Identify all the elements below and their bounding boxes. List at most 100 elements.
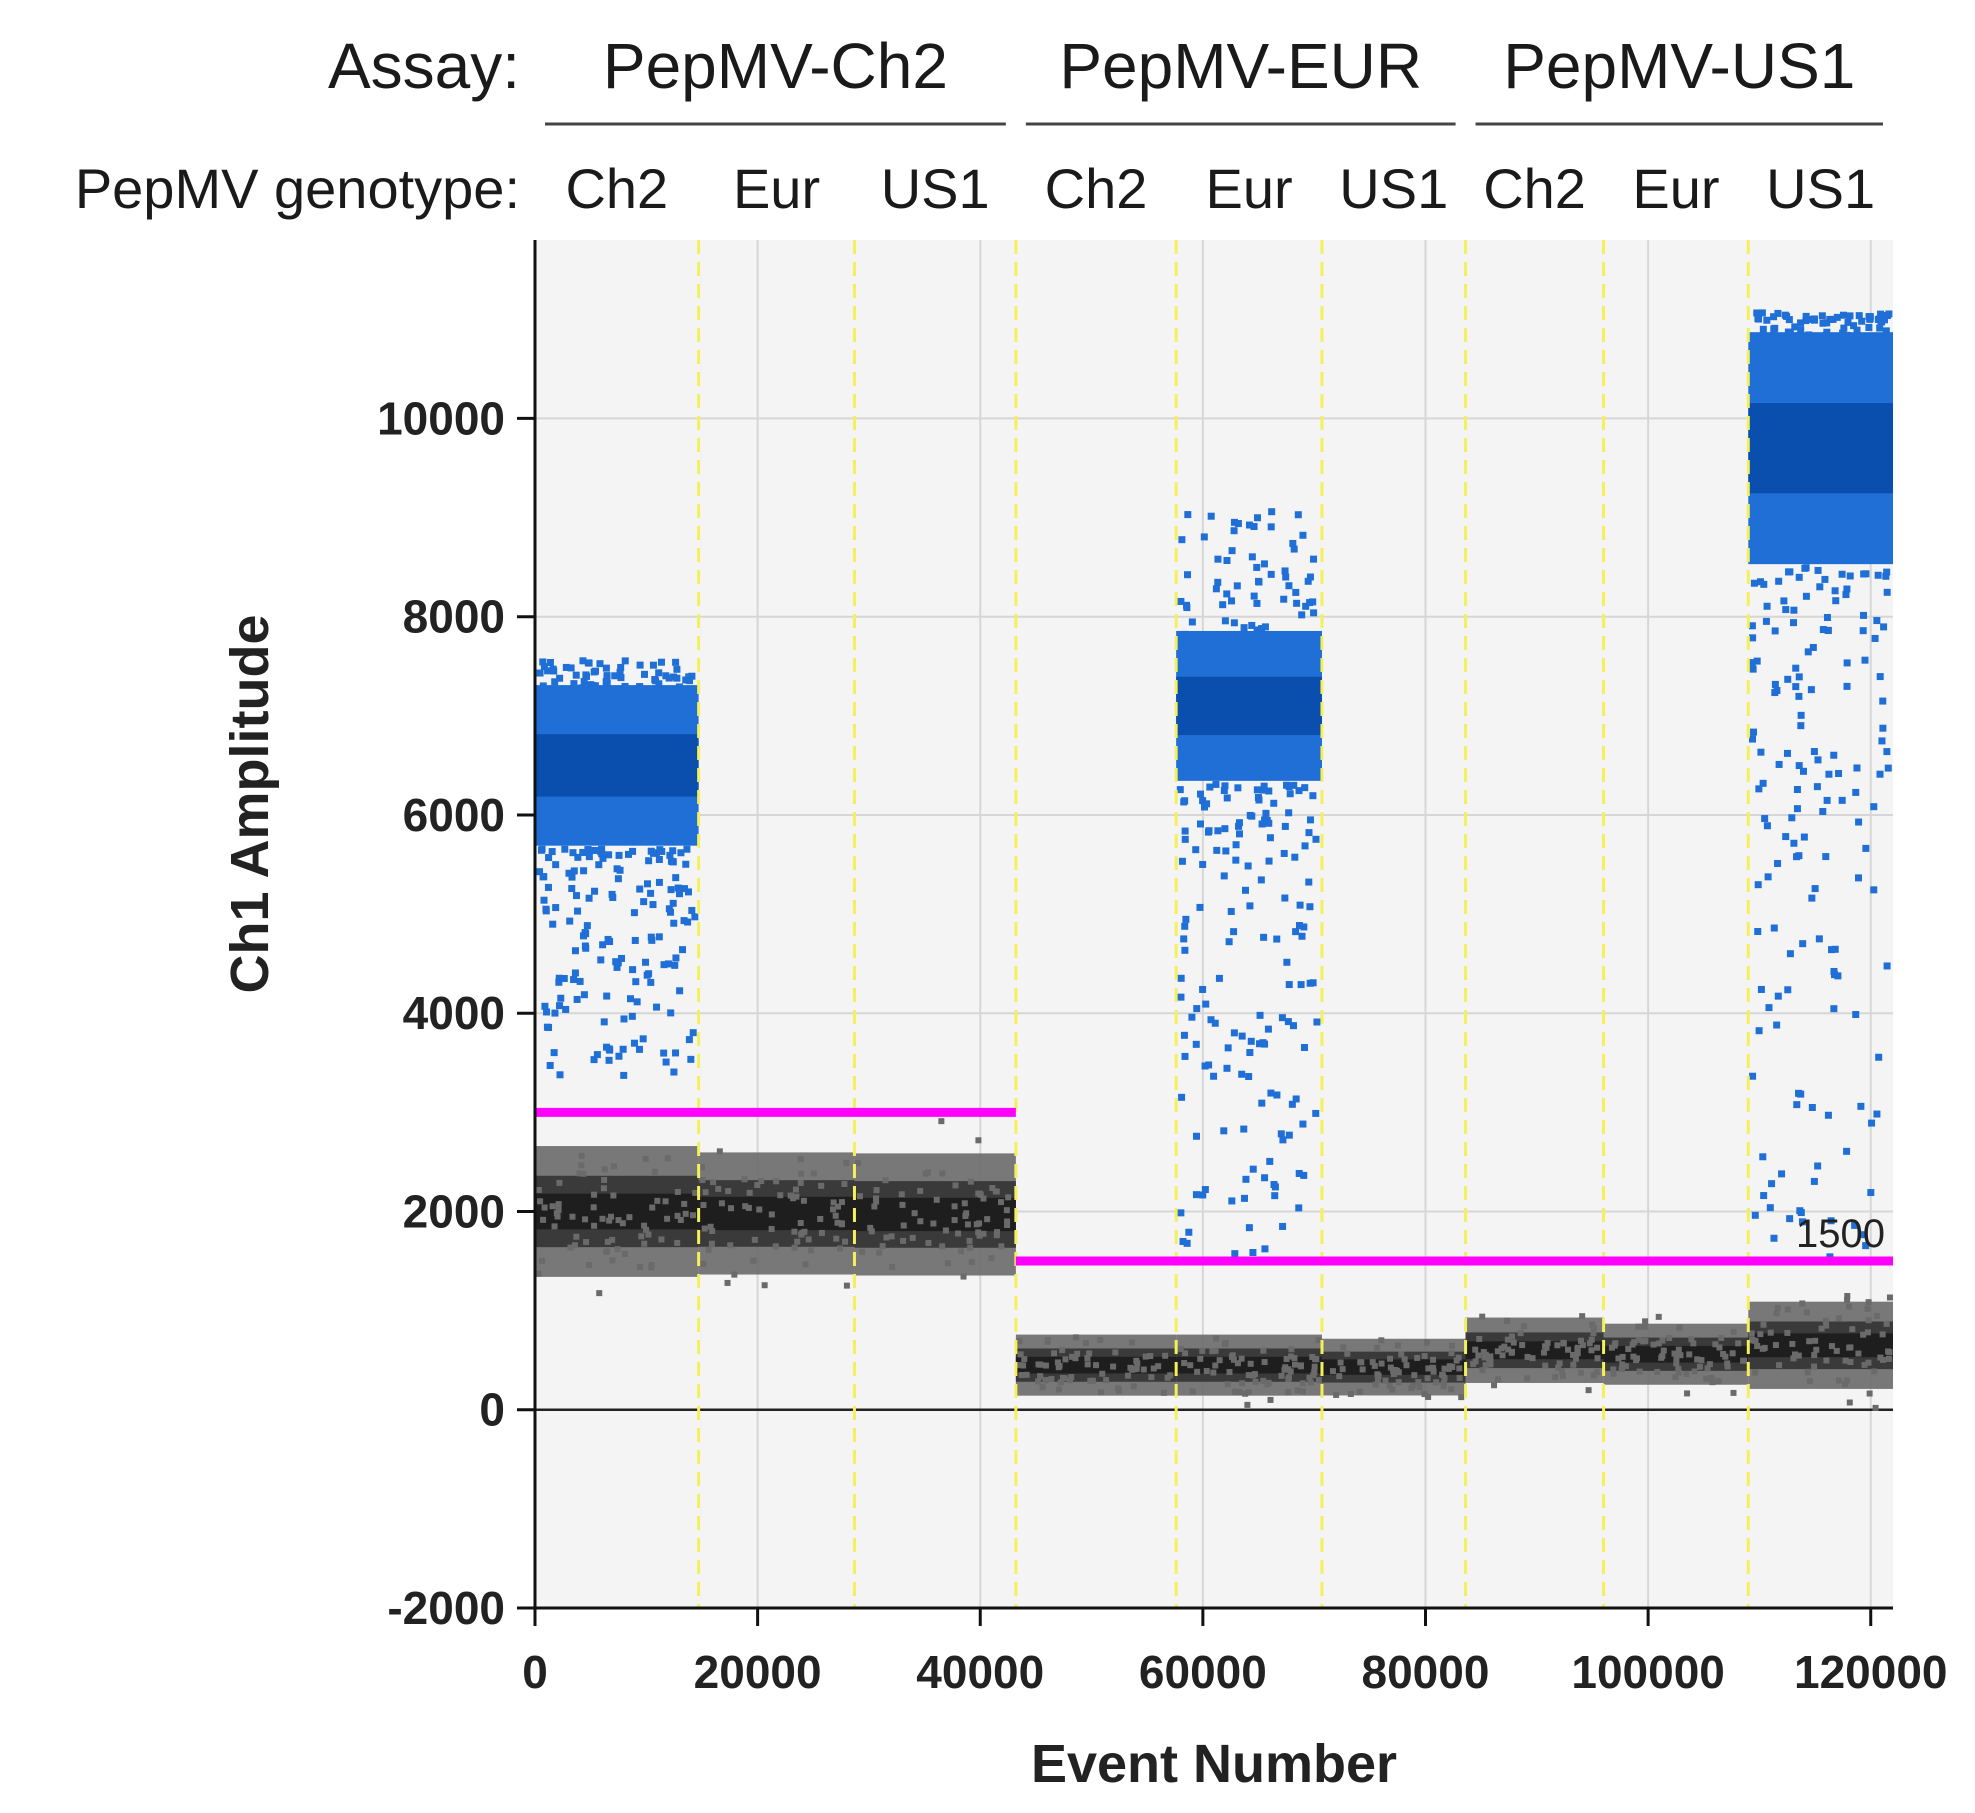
positive-droplet bbox=[1290, 545, 1298, 553]
negative-droplet bbox=[1150, 1365, 1157, 1372]
positive-droplet bbox=[1230, 619, 1238, 627]
positive-droplet bbox=[1188, 618, 1196, 626]
positive-droplet bbox=[1770, 1234, 1778, 1242]
positive-droplet bbox=[1843, 659, 1851, 667]
negative-droplet bbox=[1086, 1350, 1093, 1357]
negative-droplet bbox=[1336, 1373, 1343, 1380]
negative-droplet bbox=[1684, 1390, 1691, 1397]
positive-droplet bbox=[1295, 1169, 1303, 1177]
negative-droplet bbox=[966, 1237, 973, 1244]
positive-droplet bbox=[605, 1056, 613, 1064]
positive-droplet bbox=[1784, 986, 1792, 994]
negative-droplet bbox=[1386, 1382, 1393, 1389]
positive-droplet bbox=[1830, 751, 1838, 759]
positive-droplet bbox=[1178, 857, 1186, 865]
negative-droplet bbox=[1392, 1366, 1399, 1373]
negative-droplet bbox=[797, 1156, 804, 1163]
positive-droplet bbox=[1256, 1040, 1264, 1048]
negative-droplet bbox=[960, 1273, 967, 1280]
positive-droplet bbox=[1219, 601, 1227, 609]
negative-droplet bbox=[793, 1193, 800, 1200]
negative-droplet bbox=[1588, 1347, 1595, 1354]
negative-droplet bbox=[1177, 1345, 1184, 1352]
negative-droplet bbox=[1155, 1363, 1162, 1370]
negative-droplet bbox=[1761, 1344, 1768, 1351]
negative-droplet bbox=[980, 1195, 987, 1202]
negative-droplet bbox=[1784, 1329, 1791, 1336]
positive-droplet bbox=[642, 958, 650, 966]
positive-droplet bbox=[1181, 797, 1189, 805]
positive-droplet bbox=[1177, 993, 1185, 1001]
y-tick-label: -2000 bbox=[387, 1582, 505, 1634]
negative-droplet bbox=[1774, 1304, 1781, 1311]
positive-droplet bbox=[1260, 560, 1268, 568]
negative-droplet bbox=[1672, 1374, 1679, 1381]
positive-droplet bbox=[1306, 816, 1314, 824]
negative-droplet bbox=[1735, 1340, 1742, 1347]
negative-droplet bbox=[1479, 1313, 1486, 1320]
positive-droplet bbox=[1201, 1186, 1209, 1194]
negative-droplet bbox=[854, 1160, 861, 1167]
negative-droplet bbox=[1160, 1389, 1167, 1396]
positive-droplet bbox=[1312, 835, 1320, 843]
positive-droplet bbox=[1213, 846, 1221, 854]
negative-droplet bbox=[1589, 1321, 1596, 1328]
negative-droplet bbox=[1724, 1363, 1731, 1370]
negative-droplet bbox=[1216, 1357, 1223, 1364]
negative-droplet bbox=[872, 1195, 879, 1202]
negative-droplet bbox=[1795, 1352, 1802, 1359]
positive-droplet bbox=[1835, 769, 1843, 777]
positive-droplet bbox=[605, 851, 613, 859]
negative-droplet bbox=[1822, 1317, 1829, 1324]
positive-droplet bbox=[1868, 1119, 1876, 1127]
positive-droplet bbox=[1265, 857, 1273, 865]
positive-droplet bbox=[1766, 1204, 1774, 1212]
positive-droplet bbox=[671, 961, 679, 969]
negative-droplet bbox=[1521, 1323, 1528, 1330]
positive-droplet bbox=[1808, 1104, 1816, 1112]
negative-droplet bbox=[810, 1170, 817, 1177]
x-tick-label: 40000 bbox=[916, 1646, 1044, 1698]
positive-droplet bbox=[1246, 902, 1254, 910]
positive-droplet bbox=[640, 670, 648, 678]
positive-droplet bbox=[647, 847, 655, 855]
positive-droplet bbox=[1763, 316, 1771, 324]
genotype-label: US1 bbox=[1339, 157, 1448, 220]
negative-droplet bbox=[1475, 1352, 1482, 1359]
negative-droplet bbox=[980, 1230, 987, 1237]
negative-droplet bbox=[1440, 1380, 1447, 1387]
positive-droplet bbox=[1293, 599, 1301, 607]
positive-droplet bbox=[1245, 1073, 1253, 1081]
negative-droplet bbox=[1712, 1341, 1719, 1348]
positive-droplet bbox=[1258, 624, 1266, 632]
positive-droplet bbox=[1255, 796, 1263, 804]
negative-droplet bbox=[1740, 1357, 1747, 1364]
negative-droplet bbox=[1414, 1354, 1421, 1361]
positive-droplet bbox=[1881, 316, 1889, 324]
negative-droplet bbox=[580, 1170, 587, 1177]
positive-droplet bbox=[1285, 981, 1293, 989]
negative-droplet bbox=[1231, 1388, 1238, 1395]
negative-droplet bbox=[1803, 1309, 1810, 1316]
positive-droplet bbox=[1843, 331, 1851, 339]
positive-droplet bbox=[1823, 796, 1831, 804]
negative-droplet bbox=[1229, 1352, 1236, 1359]
negative-droplet bbox=[1542, 1343, 1549, 1350]
positive-droplet bbox=[673, 665, 681, 673]
negative-droplet bbox=[798, 1170, 805, 1177]
negative-droplet bbox=[1230, 1356, 1237, 1363]
positive-droplet bbox=[1250, 523, 1258, 531]
positive-droplet bbox=[655, 680, 663, 688]
positive-droplet bbox=[1763, 822, 1771, 830]
negative-droplet bbox=[1811, 1352, 1818, 1359]
positive-droplet bbox=[1271, 1183, 1279, 1191]
negative-droplet bbox=[648, 1261, 655, 1268]
positive-droplet bbox=[1873, 1110, 1881, 1118]
negative-droplet bbox=[1339, 1366, 1346, 1373]
negative-droplet bbox=[1715, 1378, 1722, 1385]
negative-droplet bbox=[1529, 1355, 1536, 1362]
negative-droplet bbox=[1242, 1390, 1249, 1397]
negative-droplet bbox=[1844, 1296, 1851, 1303]
negative-droplet bbox=[967, 1178, 974, 1185]
negative-droplet bbox=[797, 1220, 804, 1227]
